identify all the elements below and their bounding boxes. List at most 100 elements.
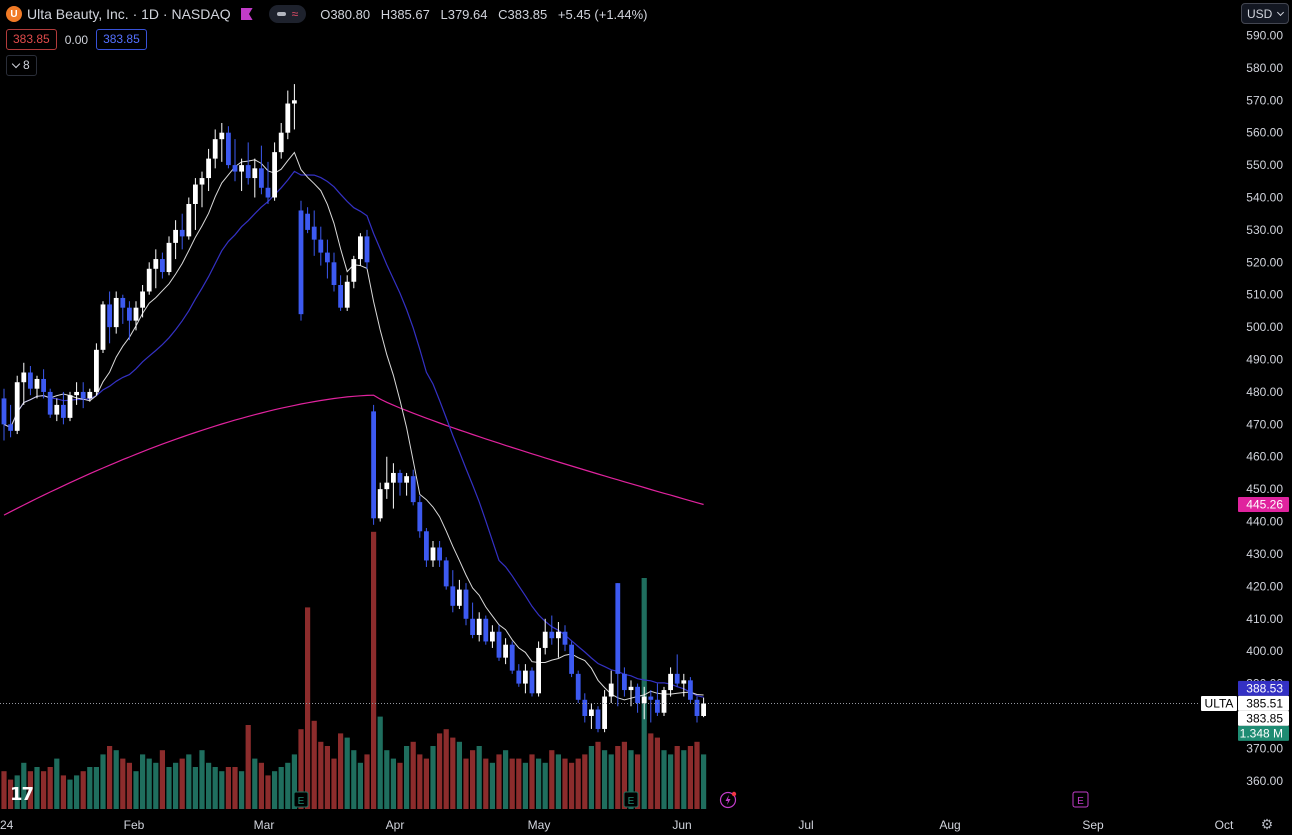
volume-bar [14,775,20,809]
tradingview-logo[interactable]: 17 [10,784,34,805]
gear-icon[interactable]: ⚙ [1260,816,1274,832]
volume-bar [239,771,245,809]
candle-body [87,391,93,399]
ohlc-readout: O380.80 H385.67 L379.64 C383.85 +5.45 (+… [320,7,647,22]
y-axis-tick-label: 590.00 [1246,28,1283,42]
volume-bar [443,729,449,809]
volume-bar [582,754,588,809]
volume-bar [470,750,476,809]
volume-bar [54,758,60,809]
trade-price-bar: 383.85 0.00 383.85 [6,29,147,50]
candle-body [113,297,119,328]
volume-bar [404,746,410,809]
candle-body [358,236,363,260]
volume-bar [159,750,165,809]
volume-bar [113,750,119,809]
volume-bar [509,758,515,809]
volume-bar [654,737,660,809]
volume-bar [100,754,106,809]
volume-bar [311,720,317,809]
buy-button[interactable]: 383.85 [96,29,147,50]
candle-body [160,259,165,273]
volume-bar [648,733,654,809]
candle-body [516,670,522,684]
symbol-title[interactable]: Ulta Beauty, Inc. · 1D · NASDAQ [27,6,231,22]
volume-bar [74,775,80,809]
candle-body [252,168,258,179]
earnings-marker-label: E [628,796,635,807]
volume-bar [60,775,66,809]
volume-bar [463,758,469,809]
candle-body [21,372,27,383]
candle-body [371,411,376,519]
candle-body [470,618,475,635]
volume-bar [298,729,304,809]
candle-body [602,696,607,729]
indicators-toggle[interactable]: 8 [6,55,37,76]
volume-bar [87,767,93,809]
chart-header: U Ulta Beauty, Inc. · 1D · NASDAQ ≈ O380… [6,4,648,24]
symbol-tag [1201,696,1237,712]
candle-body [74,391,79,396]
volume-bar [107,746,113,809]
candle-body [8,424,13,431]
volume-bar [562,758,568,809]
earnings-marker [623,791,639,808]
x-axis-tick-label: Mar [254,818,275,832]
y-axis-tick-label: 530.00 [1246,223,1283,237]
candle-body [688,680,693,700]
volume-bar [483,758,489,809]
candle-body [272,152,277,198]
candle-body [628,686,634,691]
flash-bolt [725,795,731,805]
volume-bar [476,746,482,809]
x-axis-tick-label: Sep [1082,818,1104,832]
candle-body [331,262,337,285]
volume-bar [338,733,344,809]
candle-body [404,476,409,483]
chevron-down-icon [11,59,21,69]
volume-bar [430,746,436,809]
volume-bar [173,762,179,809]
candle-body [351,259,357,282]
candle-body [674,673,680,684]
volume-bar [291,754,297,809]
candle-body [648,696,654,700]
future-earnings-marker [1072,791,1089,808]
price-tag [1238,710,1289,726]
sell-button[interactable]: 383.85 [6,29,57,50]
volume-bar [186,754,192,809]
candle-body [94,349,99,392]
volume-bar [489,762,495,809]
y-axis-tick-label: 360.00 [1246,774,1283,788]
volume-bar [212,767,218,809]
flag-icon[interactable] [240,8,253,20]
price-tag-label: 445.26 [1246,498,1283,512]
candle-body [457,589,462,606]
candle-body [536,647,541,694]
volume-bar [225,767,231,809]
volume-bar [146,758,152,809]
y-axis-tick-label: 460.00 [1246,450,1283,464]
candle-body [305,213,310,230]
volume-bar [272,771,278,809]
x-axis-tick-label: Jul [798,818,813,832]
candle-body [450,586,456,606]
candle-body [701,703,706,716]
candle-body [259,168,264,188]
indicator-pill[interactable]: ≈ [268,5,307,23]
price-tag-label: 383.85 [1246,711,1283,725]
wave-icon: ≈ [291,7,299,21]
y-axis-tick-label: 440.00 [1246,515,1283,529]
candle-body [166,242,172,273]
volume-bar [635,754,641,809]
candle-body [226,132,231,166]
volume-bar [305,607,311,809]
candle-body [476,618,482,635]
volume-bar [278,767,284,809]
candle-body [490,631,495,642]
candle-body [61,404,66,418]
price-tag-label: 1.348 M [1240,726,1283,740]
currency-select[interactable]: USD [1241,3,1289,24]
